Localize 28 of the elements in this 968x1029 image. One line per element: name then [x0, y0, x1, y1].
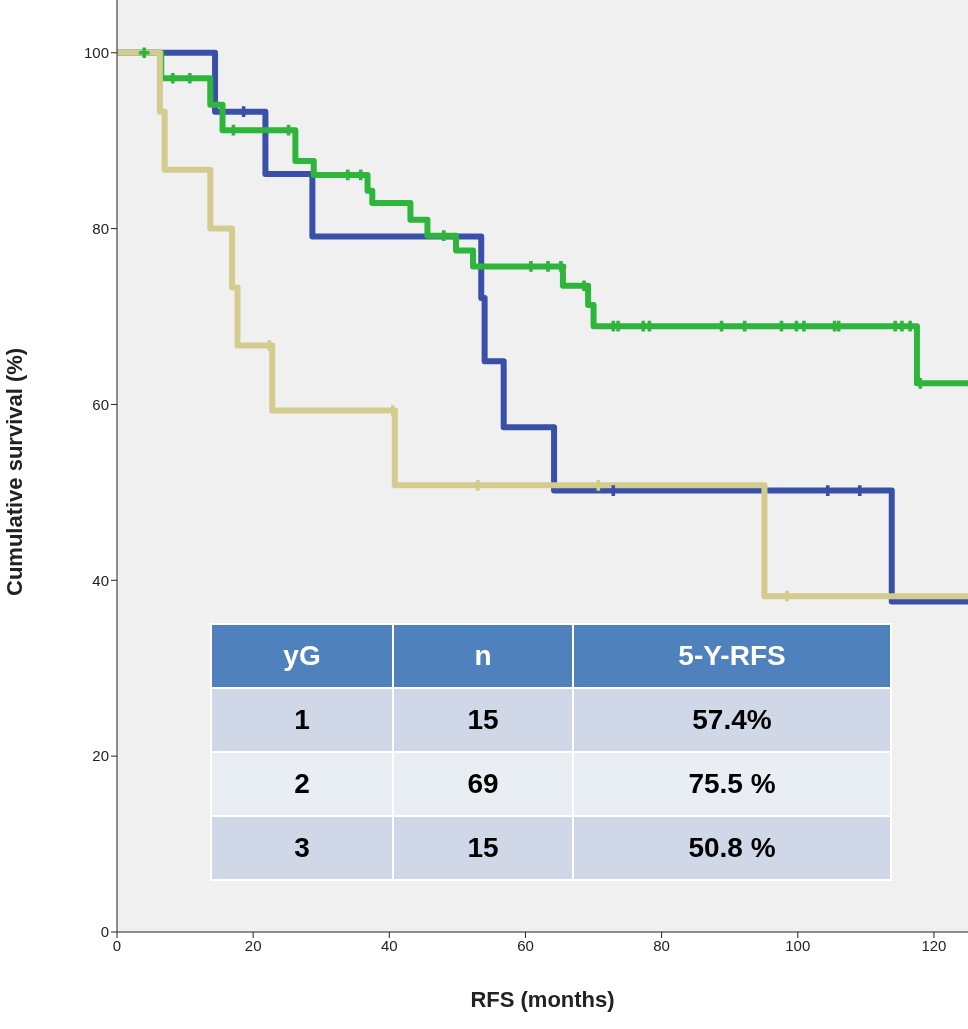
point — [138, 47, 150, 59]
annotation: 5-Y-RFS — [573, 624, 891, 688]
x-tick-label: 60 — [517, 936, 534, 954]
annotation: 69 — [393, 752, 573, 816]
annotation: 15 — [393, 816, 573, 880]
annotation: 2 — [211, 752, 393, 816]
y-tick-label: 100 — [83, 44, 109, 62]
y-axis-title: Cumulative survival (%) — [1, 347, 27, 596]
x-tick-label: 100 — [785, 936, 811, 954]
y-tick-label: 20 — [92, 747, 109, 765]
annotation: 57.4% — [573, 688, 891, 752]
y-tick-label: 60 — [92, 395, 109, 413]
annotation: 3 — [211, 816, 393, 880]
x-tick-label: 0 — [112, 936, 122, 954]
x-tick-label: 20 — [244, 936, 262, 954]
annotation: yG — [211, 624, 393, 688]
annotation: 15 — [393, 688, 573, 752]
x-tick-label: 40 — [380, 936, 398, 954]
annotation: n — [393, 624, 573, 688]
annotation: 75.5 % — [573, 752, 891, 816]
y-tick-label: 80 — [92, 219, 109, 237]
annotation: 50.8 % — [573, 816, 891, 880]
annotation: 1 — [211, 688, 393, 752]
y-tick-label: 40 — [92, 571, 109, 589]
y-tick-label: 0 — [100, 923, 109, 941]
x-tick-label: 80 — [653, 936, 670, 954]
x-axis-title: RFS (months) — [470, 987, 615, 1012]
x-tick-label: 120 — [921, 936, 947, 954]
